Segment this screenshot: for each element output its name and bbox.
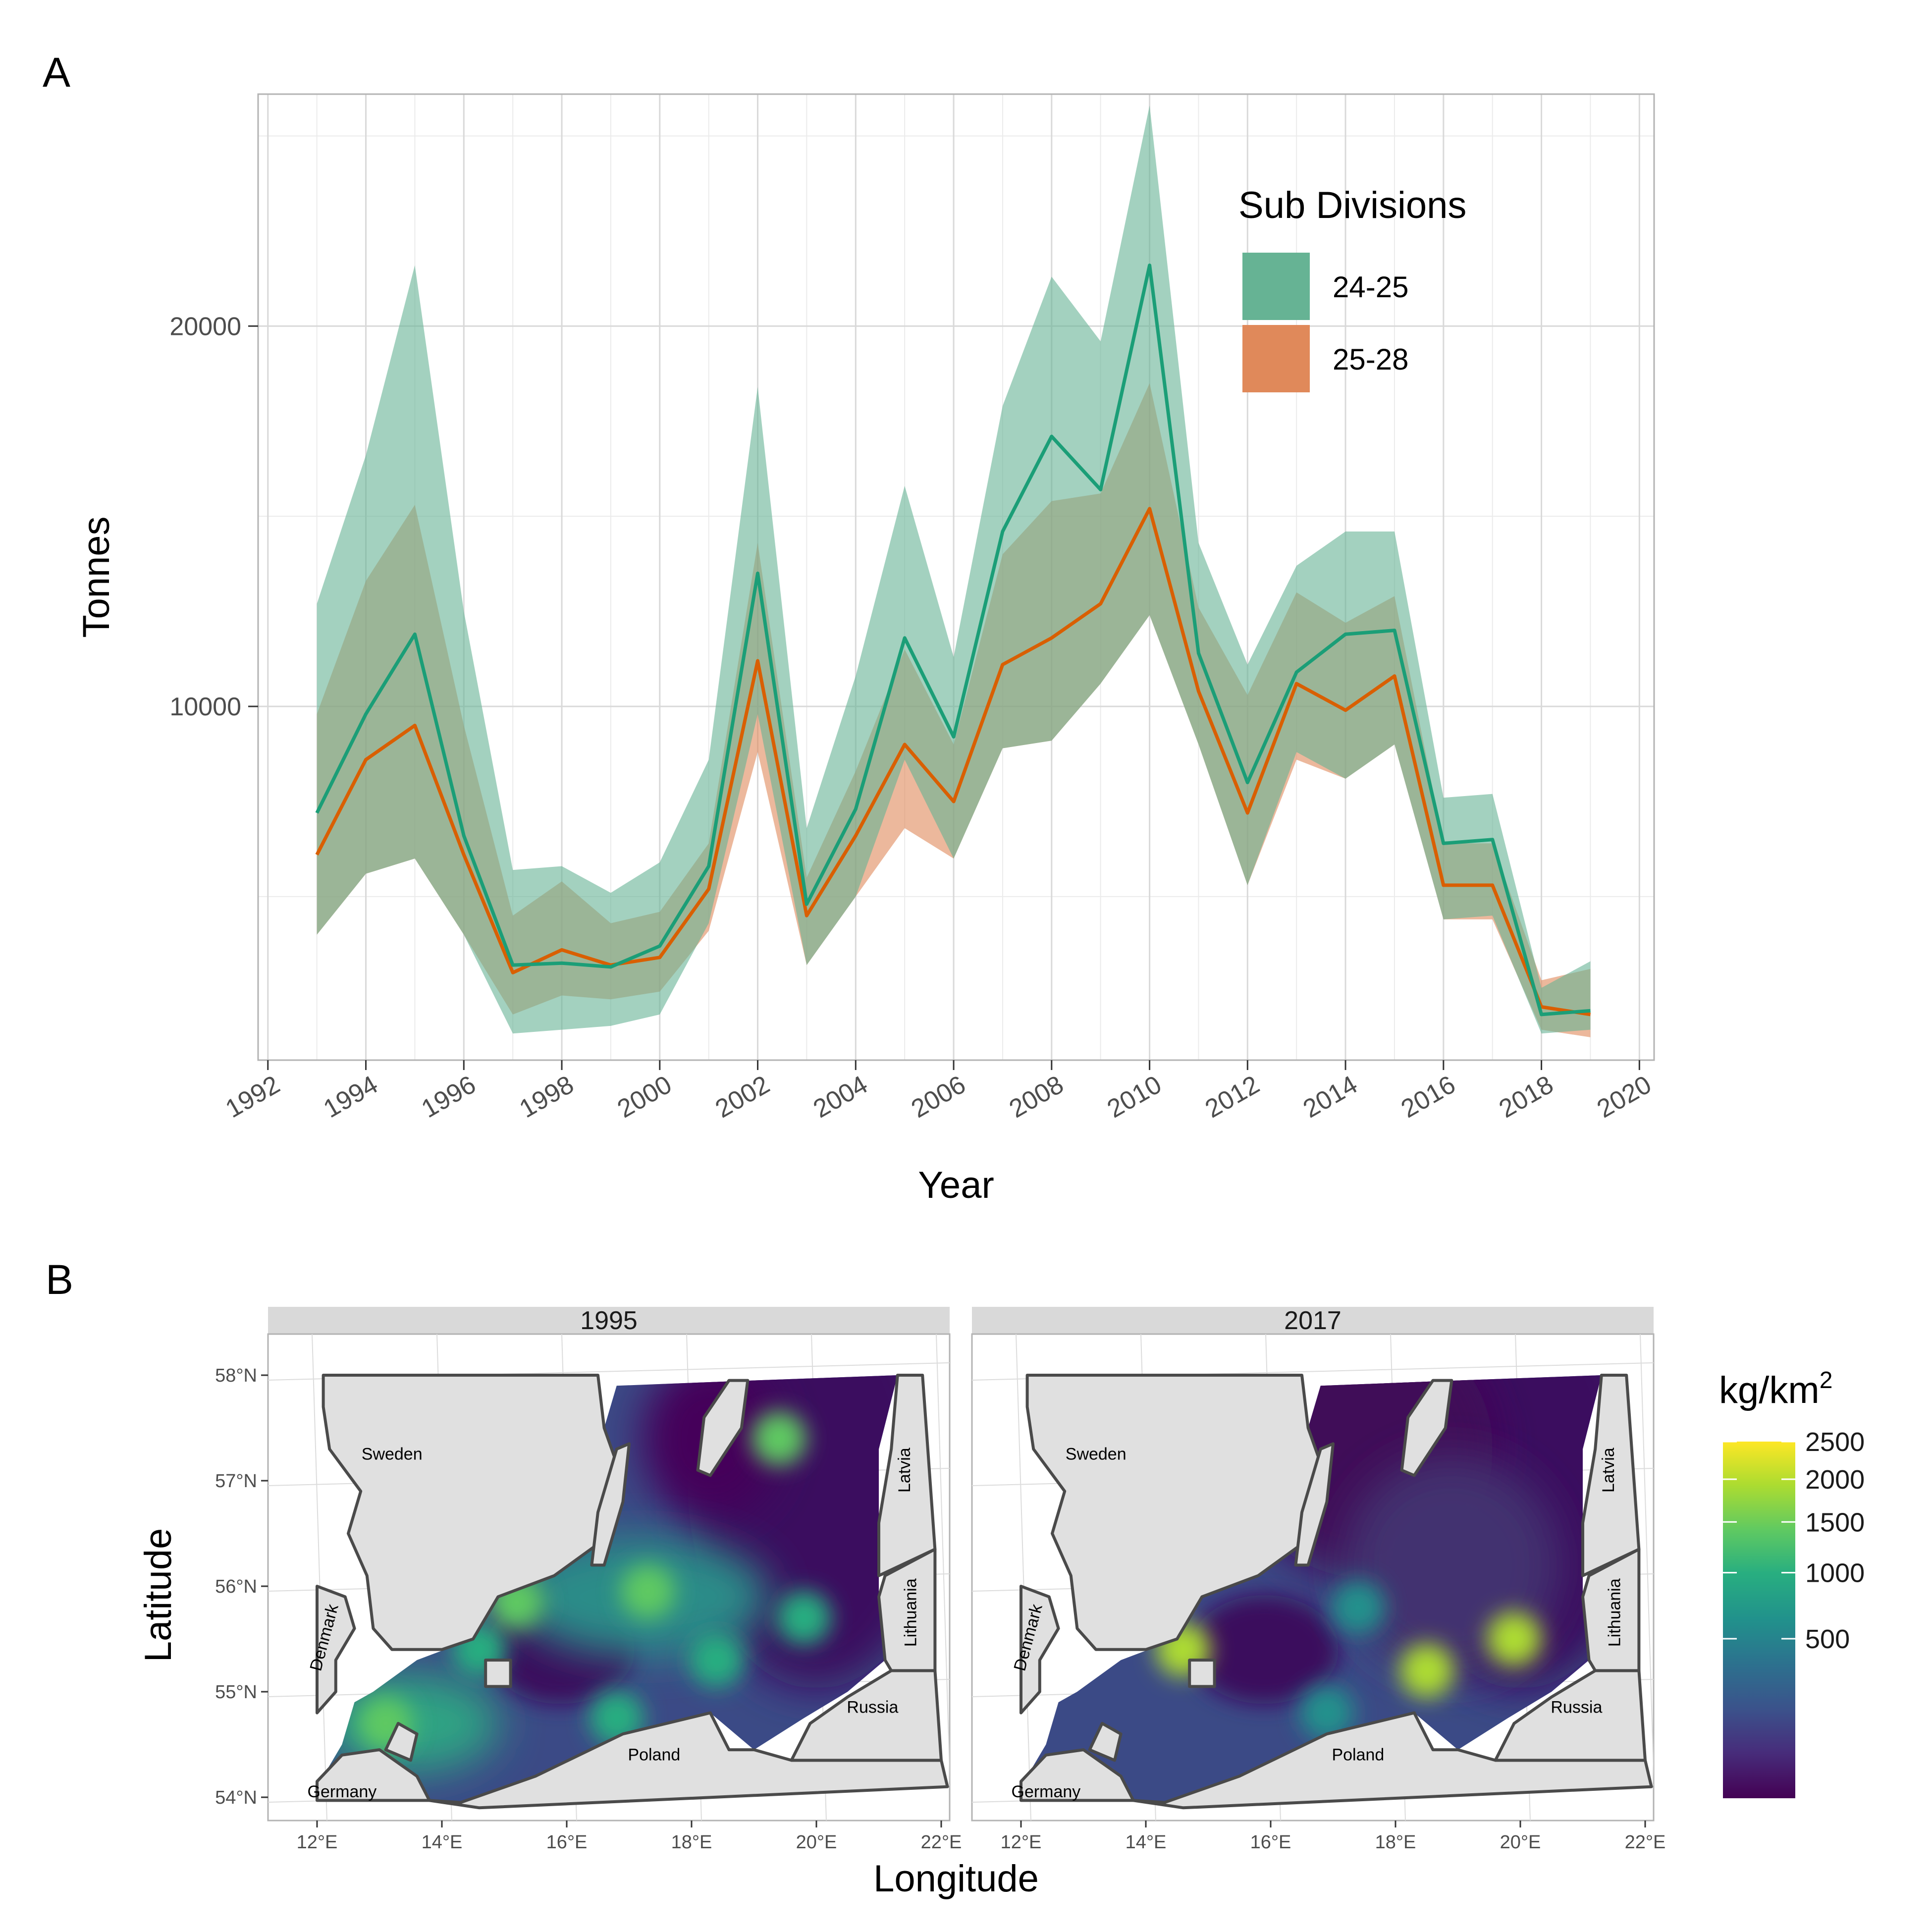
map-x-tick-label: 12°E (1001, 1832, 1042, 1853)
country-label: Lithuania (902, 1578, 920, 1647)
land-denmark (316, 1585, 356, 1715)
map-x-tick-label: 16°E (1250, 1832, 1291, 1853)
country-label: Germany (1011, 1782, 1080, 1801)
density-hotspot (689, 1633, 744, 1688)
map-x-tick-label: 20°E (1500, 1832, 1541, 1853)
land-bornholm (484, 1659, 512, 1688)
colorbar-ticks: 2500 2000 1500 1000 500 (1723, 1427, 1865, 1654)
land-bornholm (1188, 1659, 1216, 1688)
y-tick-label: 10000 (169, 693, 241, 721)
legend-swatch-24-25 (1242, 253, 1310, 320)
panel-a-plot-border (257, 93, 1655, 1061)
panel-b-x-axis-title: Longitude (873, 1858, 1039, 1900)
panel-b-maps: 1995SwedenDenmarkGermanyPolandRussiaLith… (215, 1306, 1666, 1853)
facet-strip (972, 1307, 1654, 1334)
panel-a-x-axis-title: Year (918, 1164, 994, 1206)
country-label: Poland (1332, 1745, 1384, 1764)
density-hotspot (1487, 1611, 1542, 1666)
land-latvia (877, 1374, 937, 1577)
map-x-tick-label: 14°E (1126, 1832, 1167, 1853)
map-y-tick-label: 57°N (215, 1471, 257, 1492)
ribbon-24-25 (317, 106, 1591, 1034)
graticule-lon (1016, 1334, 1031, 1821)
legend-title: Sub Divisions (1238, 184, 1466, 226)
map-facet-1995: 1995SwedenDenmarkGermanyPolandRussiaLith… (215, 1306, 962, 1853)
country-label: Sweden (362, 1445, 423, 1463)
land-rugen (1088, 1721, 1123, 1762)
map-x-tick-label: 12°E (297, 1832, 338, 1853)
land-germany (316, 1748, 431, 1802)
country-label: Poland (628, 1745, 680, 1764)
country-label: Latvia (1599, 1448, 1618, 1493)
land-poland (1131, 1711, 1653, 1810)
map-facet-2017: 2017SwedenDenmarkGermanyPolandRussiaLith… (971, 1306, 1666, 1853)
legend-label-24-25: 24-25 (1333, 270, 1408, 304)
colorbar-tick-label: 1000 (1805, 1558, 1865, 1588)
land-denmark (1020, 1585, 1060, 1715)
colorbar-tick-label: 1500 (1805, 1507, 1865, 1537)
panel-a-legend: Sub Divisions 24-25 25-28 (1238, 184, 1466, 392)
colorbar-tick-label: 2500 (1805, 1427, 1865, 1457)
country-label: Russia (847, 1698, 898, 1717)
panel-a-ribbons (317, 106, 1591, 1037)
facet-strip-label: 1995 (580, 1306, 638, 1335)
land-germany (1020, 1748, 1135, 1802)
panel-a-y-ticks: 10000 20000 (169, 312, 258, 721)
land-rugen (384, 1721, 419, 1762)
graticule-lon (1640, 1334, 1654, 1788)
country-label: Sweden (1066, 1445, 1127, 1463)
land-oland (590, 1442, 631, 1567)
density-hotspot (776, 1590, 831, 1645)
density-hotspot (751, 1411, 806, 1466)
country-label: Russia (1551, 1698, 1602, 1717)
panel-b-letter: B (46, 1256, 73, 1303)
map-x-tick-label: 22°E (1625, 1832, 1666, 1853)
country-label: Latvia (895, 1448, 914, 1493)
panel-a-y-axis-title: Tonnes (75, 516, 117, 638)
density-hotspot (1399, 1643, 1454, 1698)
colorbar-tick-label: 500 (1805, 1624, 1850, 1654)
panel-b-y-axis-title: Latitude (137, 1528, 179, 1662)
map-x-tick-label: 18°E (1375, 1832, 1416, 1853)
land-gotland (696, 1379, 750, 1477)
panel-a-line-chart: 1992 1994 1996 1998 2000 2002 2004 2006 2008 2010… (75, 93, 1656, 1206)
facet-strip (268, 1307, 950, 1334)
map-y-tick-label: 55°N (215, 1682, 257, 1703)
colorbar-gradient (1723, 1442, 1795, 1798)
land-gotland (1400, 1379, 1453, 1477)
panel-a-lines (315, 264, 1591, 1017)
land-poland (428, 1711, 949, 1810)
legend-swatch-25-28 (1242, 325, 1310, 392)
graticule-lon (312, 1334, 327, 1821)
country-label: Lithuania (1606, 1578, 1624, 1647)
colorbar: kg/km2 2500 2000 1500 1000 500 (1719, 1367, 1865, 1798)
graticule-lon (936, 1334, 950, 1788)
y-tick-label: 20000 (169, 312, 241, 341)
map-y-tick-label: 58°N (215, 1365, 257, 1386)
density-hotspot (1299, 1685, 1354, 1740)
density-hotspot (1331, 1580, 1386, 1635)
map-x-tick-label: 18°E (671, 1832, 712, 1853)
colorbar-title: kg/km2 (1719, 1367, 1832, 1411)
map-x-tick-label: 20°E (796, 1832, 837, 1853)
map-y-tick-label: 56°N (215, 1576, 257, 1597)
country-label: Germany (307, 1782, 376, 1801)
land-latvia (1581, 1374, 1641, 1577)
panel-a-letter: A (43, 49, 70, 96)
land-polygons (316, 1374, 949, 1810)
land-oland (1294, 1442, 1335, 1567)
low-density-bornholm (1190, 1595, 1339, 1704)
land-polygons (1020, 1374, 1653, 1810)
colorbar-tick-label: 2000 (1805, 1465, 1865, 1495)
facet-strip-label: 2017 (1284, 1306, 1342, 1335)
map-y-tick-label: 54°N (215, 1787, 257, 1808)
series-line-24-25 (315, 264, 1591, 1017)
map-x-tick-label: 16°E (546, 1832, 588, 1853)
legend-label-25-28: 25-28 (1333, 343, 1408, 376)
map-x-tick-label: 14°E (422, 1832, 463, 1853)
density-hotspot (620, 1564, 675, 1619)
map-x-tick-label: 22°E (921, 1832, 962, 1853)
